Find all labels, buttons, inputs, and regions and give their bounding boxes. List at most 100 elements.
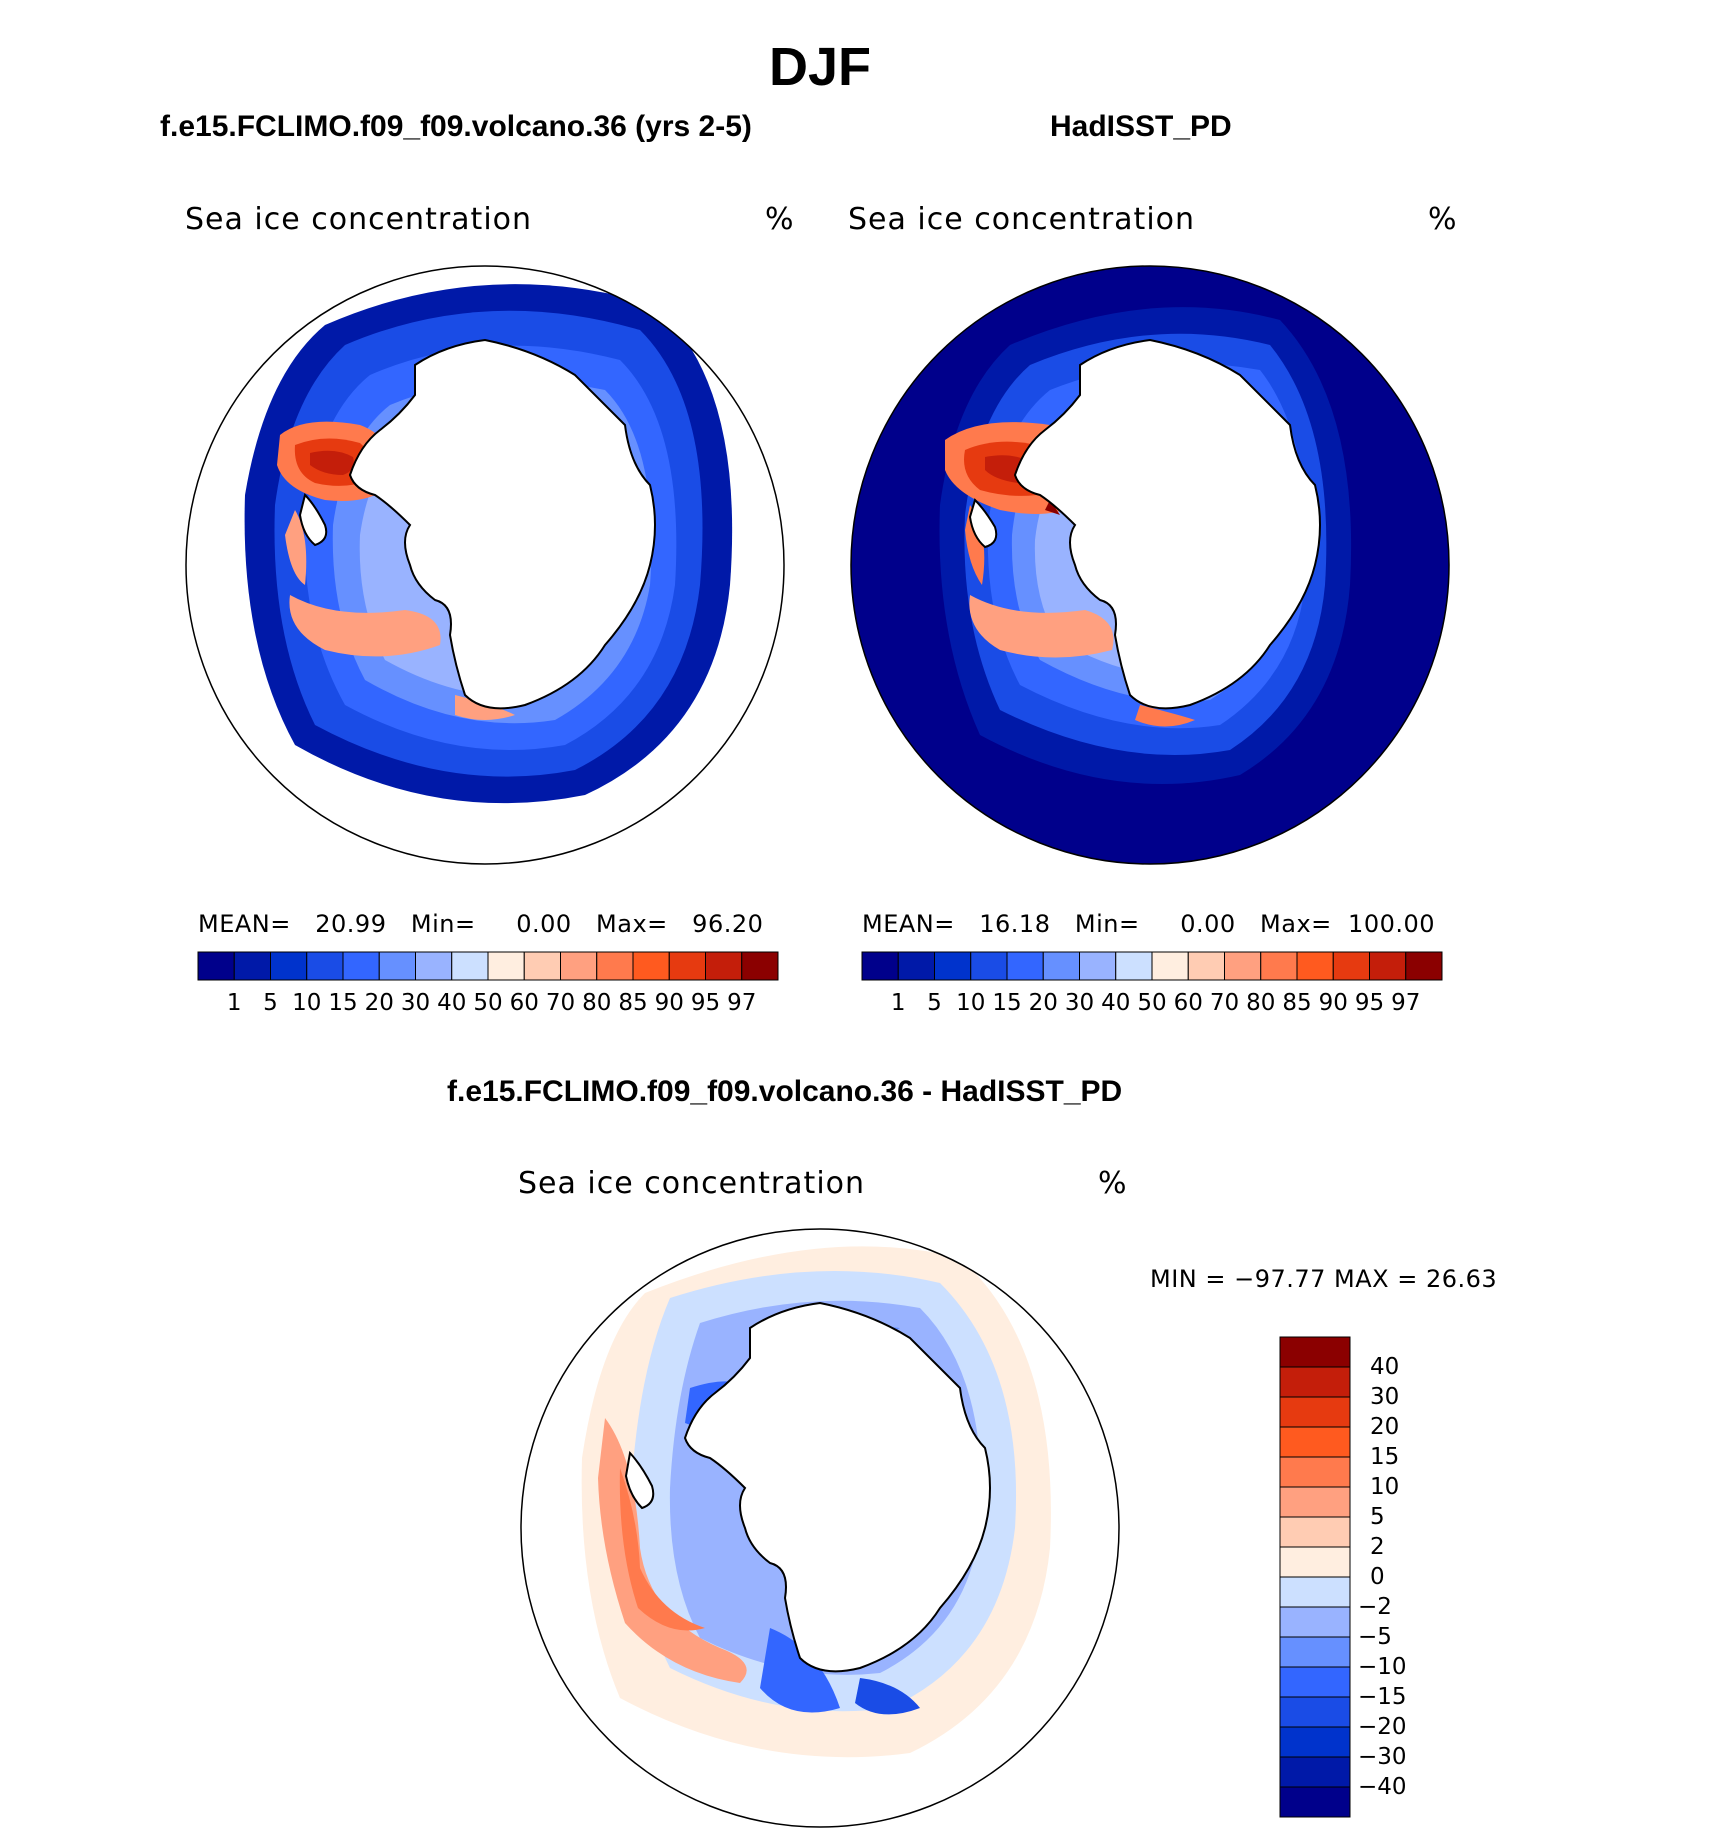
- model-colorbar-swatch: [451, 951, 489, 981]
- diff-colorbar-swatch: [1279, 1666, 1351, 1698]
- obs-colorbar-tick-label: 97: [1391, 990, 1421, 1016]
- diff-colorbar-swatch: [1279, 1696, 1351, 1728]
- model-colorbar-swatch: [668, 951, 706, 981]
- obs-antarctica-landmass: [1013, 338, 1321, 710]
- diff-colorbar-swatch: [1279, 1336, 1351, 1368]
- obs-colorbar-ticks: 1 5 10 15 20 30 40 50 60 70 80 85 90 95 97: [862, 990, 1442, 1020]
- obs-colorbar: [861, 951, 1443, 981]
- diff-colorbar-tick-label: 40: [1370, 1354, 1400, 1380]
- obs-max-value: 100.00: [1348, 910, 1436, 938]
- model-colorbar-swatch: [596, 951, 634, 981]
- model-max-label: Max=: [596, 910, 668, 938]
- model-min-label: Min=: [410, 910, 476, 938]
- model-colorbar-tick-label: 85: [618, 990, 648, 1016]
- model-colorbar-tick-label: 1: [226, 990, 242, 1016]
- obs-colorbar-tick-label: 20: [1028, 990, 1058, 1016]
- diff-colorbar-tick-label: 2: [1370, 1534, 1385, 1560]
- obs-colorbar-swatch: [1151, 951, 1189, 981]
- model-colorbar-swatch: [306, 951, 344, 981]
- obs-colorbar-swatch: [1115, 951, 1153, 981]
- model-colorbar-tick-label: 90: [654, 990, 684, 1016]
- obs-mean-label: MEAN=: [862, 910, 955, 938]
- model-min-value: 0.00: [516, 910, 572, 938]
- model-colorbar-swatch: [197, 951, 235, 981]
- obs-colorbar-tick-label: 90: [1318, 990, 1348, 1016]
- diff-colorbar-tick-label: −5: [1358, 1624, 1392, 1650]
- obs-mean-value: 16.18: [979, 910, 1051, 938]
- diff-colorbar-swatch: [1279, 1576, 1351, 1608]
- model-colorbar-swatch: [342, 951, 380, 981]
- diff-colorbar-swatch: [1279, 1786, 1351, 1818]
- model-colorbar-tick-label: 80: [582, 990, 612, 1016]
- diff-sea-ice-map: [520, 1228, 1120, 1828]
- model-colorbar-swatch: [632, 951, 670, 981]
- obs-colorbar-swatch: [1006, 951, 1044, 981]
- model-colorbar: [197, 951, 779, 981]
- model-colorbar-tick-label: 5: [263, 990, 278, 1016]
- obs-colorbar-swatch: [1405, 951, 1443, 981]
- model-sea-ice-map: [185, 265, 785, 865]
- obs-colorbar-swatch: [861, 951, 899, 981]
- diff-colorbar-tick-label: 5: [1370, 1504, 1385, 1530]
- diff-antarctica-landmass: [683, 1301, 991, 1673]
- model-colorbar-tick-label: 97: [727, 990, 757, 1016]
- model-colorbar-swatch: [415, 951, 453, 981]
- diff-colorbar-tick-label: 0: [1370, 1564, 1385, 1590]
- obs-sea-ice-map: [850, 265, 1450, 865]
- obs-colorbar-swatch: [1296, 951, 1334, 981]
- model-colorbar-tick-label: 15: [328, 990, 358, 1016]
- obs-units-label: %: [1428, 202, 1457, 237]
- obs-colorbar-tick-label: 40: [1101, 990, 1131, 1016]
- obs-colorbar-tick-label: 5: [927, 990, 942, 1016]
- model-colorbar-swatch: [741, 951, 779, 981]
- model-colorbar-swatch: [487, 951, 525, 981]
- diff-colorbar-tick-label: −20: [1358, 1714, 1407, 1740]
- obs-stats: MEAN= 16.18 Min= 0.00 Max= 100.00: [862, 910, 1435, 938]
- model-mean-label: MEAN=: [198, 910, 291, 938]
- diff-colorbar-tick-label: −10: [1358, 1654, 1407, 1680]
- obs-colorbar-tick-label: 95: [1354, 990, 1385, 1016]
- obs-colorbar-swatch: [970, 951, 1008, 981]
- model-colorbar-tick-label: 30: [400, 990, 431, 1016]
- obs-min-value: 0.00: [1180, 910, 1236, 938]
- diff-panel-title: f.e15.FCLIMO.f09_f09.volcano.36 - HadISS…: [447, 1075, 1123, 1108]
- obs-colorbar-swatch: [1224, 951, 1262, 981]
- model-colorbar-swatch: [523, 951, 561, 981]
- model-variable-label: Sea ice concentration: [185, 202, 533, 237]
- obs-colorbar-tick-label: 70: [1209, 990, 1240, 1016]
- diff-colorbar-swatch: [1279, 1546, 1351, 1578]
- diff-colorbar-ticks: 40 30 20 15 10 5 2 0 −2 −5 −10 −15 −20 −30 −40: [1358, 1337, 1438, 1817]
- obs-colorbar-tick-label: 50: [1137, 990, 1167, 1016]
- obs-colorbar-swatch: [934, 951, 972, 981]
- diff-colorbar-tick-label: 10: [1370, 1474, 1400, 1500]
- obs-colorbar-tick-label: 85: [1282, 990, 1312, 1016]
- model-colorbar-swatch: [378, 951, 416, 981]
- diff-colorbar-swatch: [1279, 1756, 1351, 1788]
- diff-colorbar-swatch: [1279, 1456, 1351, 1488]
- model-colorbar-swatch: [560, 951, 598, 981]
- obs-variable-label: Sea ice concentration: [848, 202, 1196, 237]
- diff-colorbar: [1279, 1336, 1351, 1818]
- obs-min-label: Min=: [1074, 910, 1140, 938]
- diff-colorbar-tick-label: 15: [1370, 1444, 1400, 1470]
- obs-colorbar-tick-label: 10: [956, 990, 986, 1016]
- obs-colorbar-swatch: [1079, 951, 1117, 981]
- diff-colorbar-swatch: [1279, 1366, 1351, 1398]
- obs-panel-title: HadISST_PD: [1050, 110, 1232, 143]
- diff-colorbar-tick-label: −40: [1358, 1774, 1407, 1800]
- diff-colorbar-swatch: [1279, 1726, 1351, 1758]
- diff-colorbar-swatch: [1279, 1606, 1351, 1638]
- diff-colorbar-swatch: [1279, 1426, 1351, 1458]
- obs-colorbar-swatch: [1187, 951, 1225, 981]
- obs-colorbar-tick-label: 60: [1173, 990, 1203, 1016]
- diff-colorbar-swatch: [1279, 1396, 1351, 1428]
- model-colorbar-swatch: [705, 951, 743, 981]
- model-antarctica-landmass: [348, 338, 656, 710]
- diff-colorbar-swatch: [1279, 1486, 1351, 1518]
- obs-colorbar-tick-label: 30: [1064, 990, 1095, 1016]
- figure-title: DJF: [768, 37, 871, 97]
- model-colorbar-tick-label: 70: [545, 990, 576, 1016]
- model-colorbar-tick-label: 60: [509, 990, 539, 1016]
- diff-colorbar-tick-label: 30: [1370, 1384, 1400, 1410]
- model-colorbar-swatch: [270, 951, 308, 981]
